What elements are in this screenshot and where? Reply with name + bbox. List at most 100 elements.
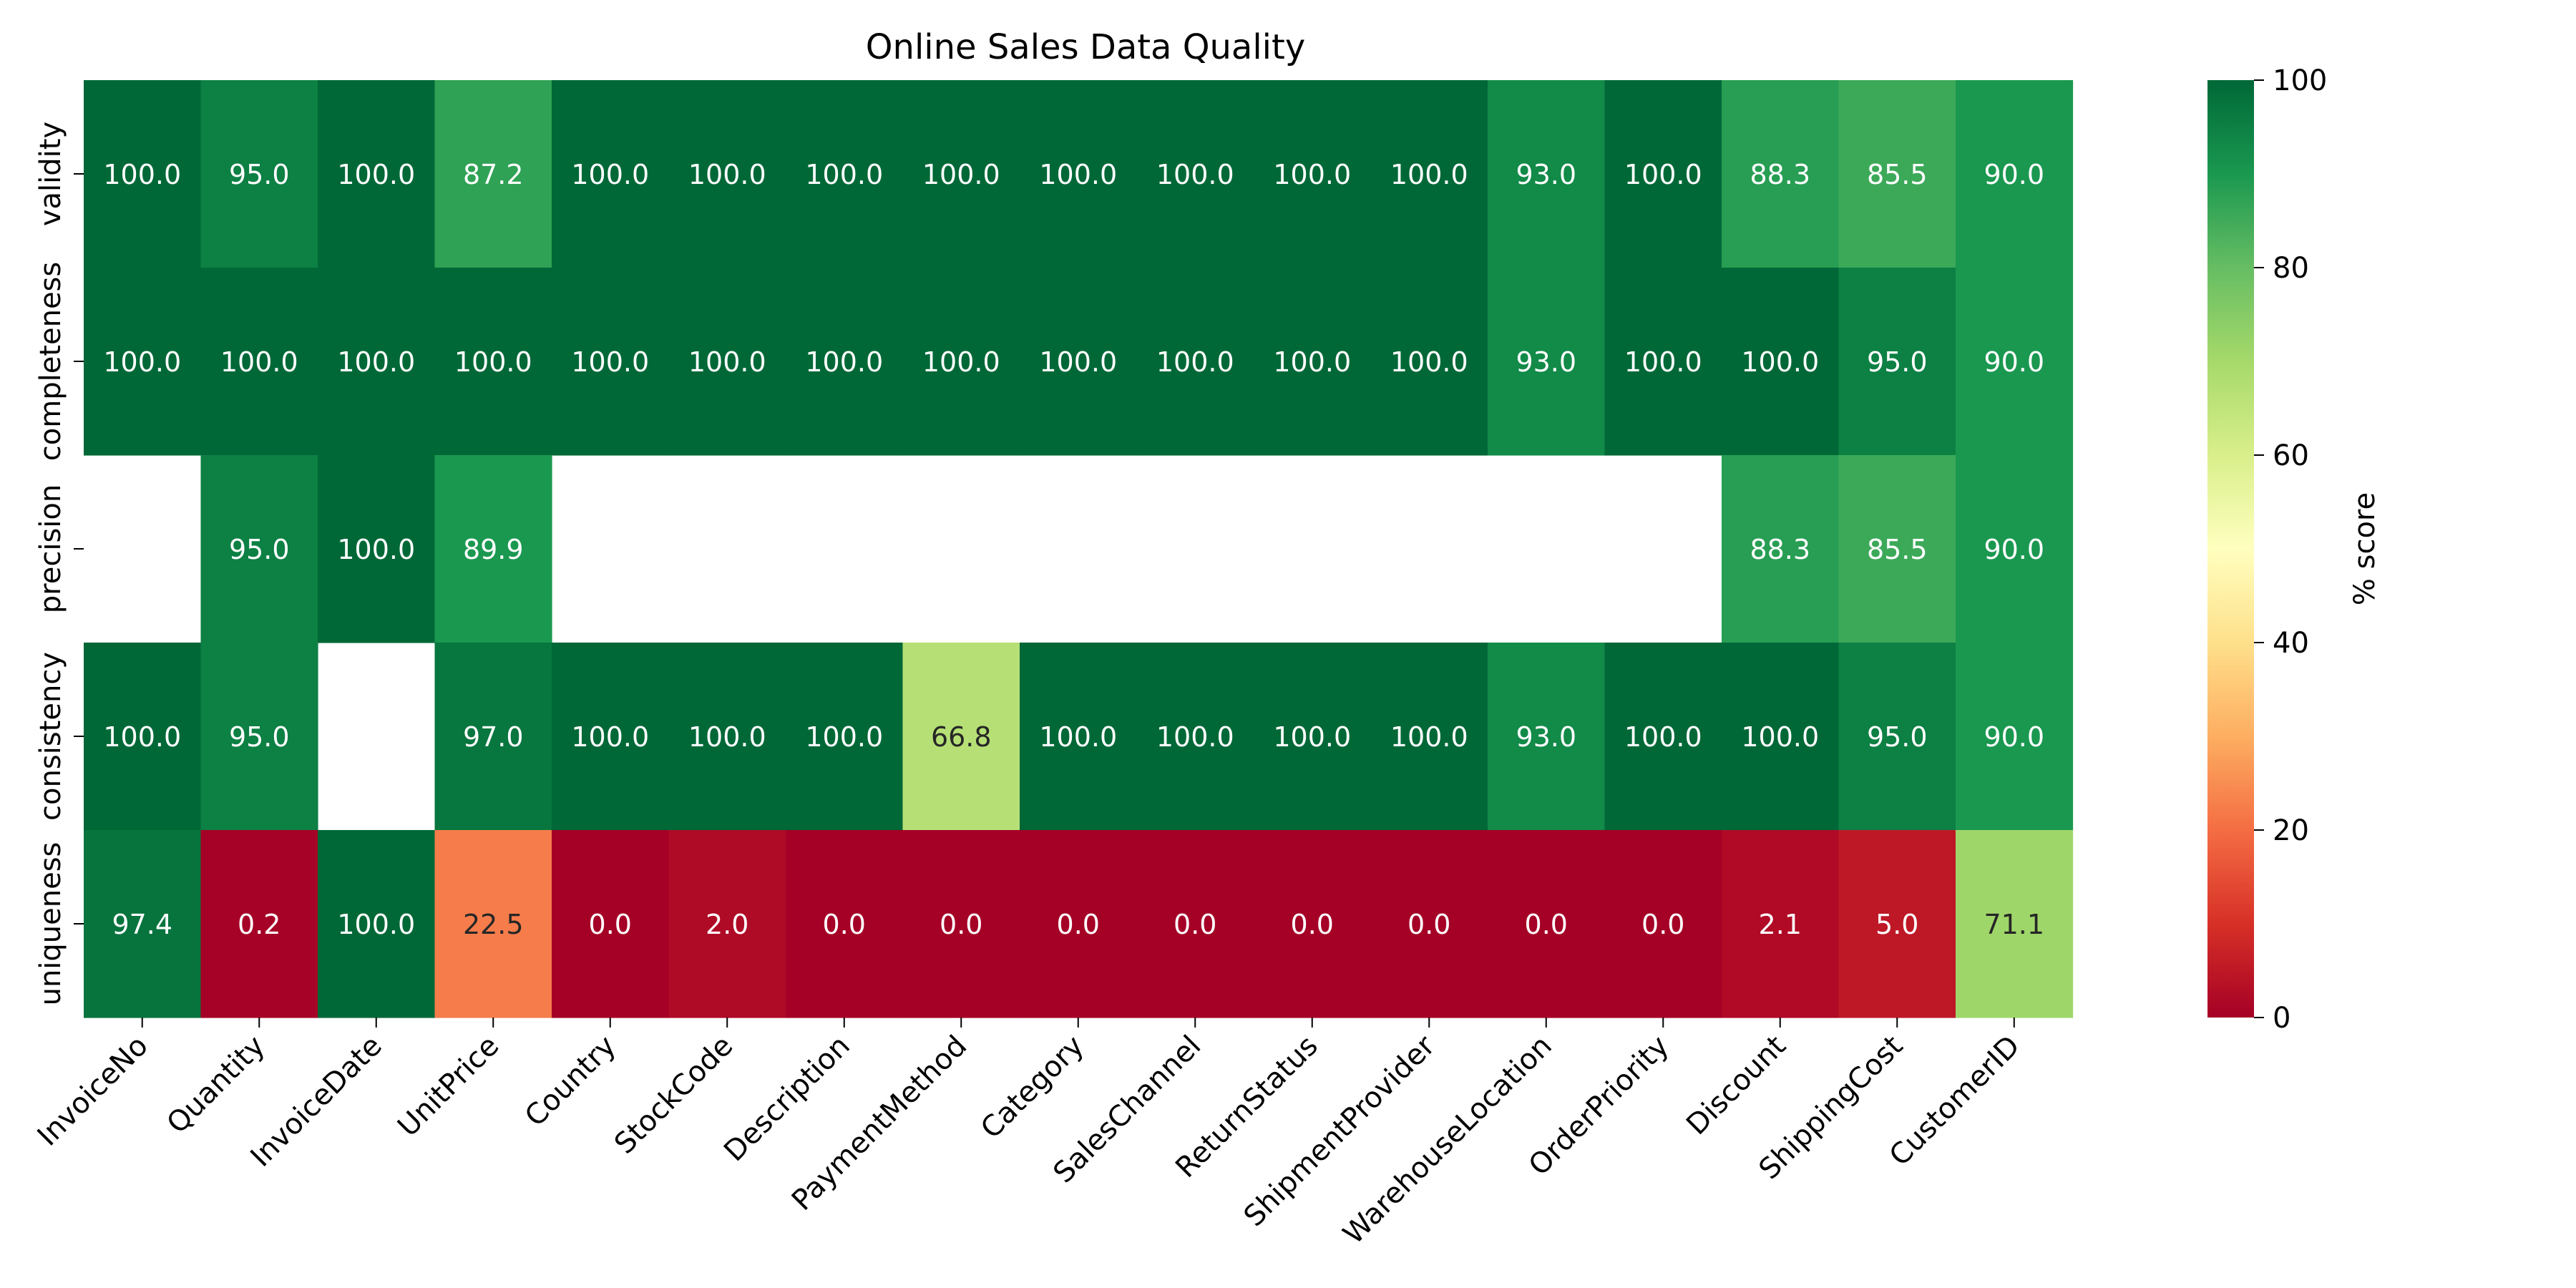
heatmap-cell [1488,643,1606,831]
heatmap-cell-value: 0.0 [1057,909,1100,940]
heatmap-cell-value: 100.0 [103,159,181,190]
heatmap-cell-value: 100.0 [454,346,532,378]
heatmap-cell-value: 71.1 [1984,909,2044,940]
heatmap-cell-value: 100.0 [1390,721,1468,753]
heatmap-cell [318,80,436,268]
heatmap-cell-value: 100.0 [1390,159,1468,190]
heatmap-cell-value: 5.0 [1875,909,1918,940]
heatmap-cell-value: 95.0 [229,721,290,753]
heatmap-cell-value: 100.0 [571,346,649,378]
heatmap-cell-value: 90.0 [1984,159,2044,190]
heatmap-cell-value: 100.0 [103,346,181,378]
heatmap-cell-value: 100.0 [805,346,883,378]
x-tick-label: Quantity [161,1030,272,1141]
colorbar-gradient [2207,80,2254,1018]
heatmap-cell-value: 88.3 [1750,159,1810,190]
heatmap-cell [1254,830,1372,1018]
heatmap-cell-value: 93.0 [1516,346,1576,378]
colorbar-tick-label: 0 [2273,1002,2290,1035]
y-tick-label: consistency [34,652,67,821]
heatmap-cell [552,80,670,268]
heatmap-cell [1838,643,1956,831]
heatmap-cell [552,643,670,831]
heatmap-cell [1020,80,1138,268]
heatmap-cell-value: 95.0 [229,159,290,190]
heatmap-cell-value: 100.0 [1039,159,1117,190]
y-tick-label: completeness [34,262,67,461]
heatmap-cell [1722,268,1840,456]
heatmap-cell [200,643,318,831]
heatmap-cell-value: 100.0 [1039,346,1117,378]
heatmap-cell-value: 100.0 [1273,159,1351,190]
heatmap-cell-value: 100.0 [805,721,883,753]
heatmap-cell [786,830,904,1018]
x-tick-label: InvoiceNo [31,1030,155,1153]
heatmap-cell [84,268,202,456]
heatmap-cell-value: 100.0 [1741,721,1819,753]
heatmap-cell-value: 100.0 [1624,721,1702,753]
heatmap-cell [1020,643,1138,831]
heatmap-cell [1136,643,1254,831]
heatmap-cell [1604,830,1722,1018]
heatmap-cell-value: 90.0 [1984,346,2044,378]
heatmap-cell [1838,80,1956,268]
heatmap-cell [1956,80,2074,268]
heatmap-cell-value: 93.0 [1516,159,1576,190]
y-axis: validity completeness precision consistency… [34,122,84,1005]
heatmap-cell [1604,643,1722,831]
heatmap-cell-value: 88.3 [1750,534,1810,565]
heatmap-cell [668,830,786,1018]
heatmap-cell [1838,830,1956,1018]
x-tick-label: UnitPrice [391,1030,505,1143]
heatmap-cell [902,830,1020,1018]
heatmap-cell [1020,268,1138,456]
heatmap-cell [1722,830,1840,1018]
heatmap-cell-value: 100.0 [1273,346,1351,378]
y-tick-label: validity [34,122,67,226]
heatmap-cell-value: 85.5 [1867,159,1928,190]
heatmap-cell-value: 95.0 [229,534,290,565]
heatmap-cell [1956,268,2074,456]
heatmap-cell-value: 100.0 [571,721,649,753]
heatmap-cell [1488,830,1606,1018]
heatmap-cell [1604,268,1722,456]
heatmap-cell-value: 100.0 [220,346,298,378]
x-tick-label: ShipmentProvider [1238,1029,1442,1233]
heatmap-cell-value: 0.0 [1641,909,1684,940]
heatmap-cell-value: 0.0 [589,909,632,940]
colorbar-label: % score [2348,492,2381,605]
heatmap-cell [902,80,1020,268]
heatmap-cell [1370,830,1488,1018]
heatmap-cell [318,830,436,1018]
heatmap-cell-value: 87.2 [463,159,524,190]
heatmap-cell [434,830,552,1018]
heatmap-cell-value: 100.0 [337,909,415,940]
heatmap-cell [84,80,202,268]
heatmap-cell-value: 100.0 [1741,346,1819,378]
heatmap-cell [434,455,552,643]
heatmap-cell-value: 100.0 [571,159,649,190]
heatmap-cell-value: 97.4 [112,909,172,940]
heatmap-cell [1254,80,1372,268]
heatmap-cell [668,80,786,268]
heatmap-cell [200,80,318,268]
heatmap-cell [318,268,436,456]
heatmap-cell-value: 100.0 [1390,346,1468,378]
heatmap-cell-value: 0.0 [823,909,866,940]
heatmap-cell-value: 100.0 [1624,346,1702,378]
heatmap-cell [1254,643,1372,831]
heatmap-cell-value: 0.0 [1174,909,1216,940]
heatmap-cell [200,455,318,643]
heatmap-cell [1020,830,1138,1018]
colorbar-tick-label: 40 [2273,627,2309,660]
heatmap-cell [434,268,552,456]
heatmap-cell-value: 100.0 [922,346,1000,378]
heatmap-cell [1136,830,1254,1018]
heatmap-cell [1488,268,1606,456]
x-tick-label: Country [519,1030,623,1133]
heatmap-cell [1254,268,1372,456]
heatmap-cell [1722,455,1840,643]
heatmap-cell [200,268,318,456]
colorbar-tick-label: 20 [2273,814,2309,847]
